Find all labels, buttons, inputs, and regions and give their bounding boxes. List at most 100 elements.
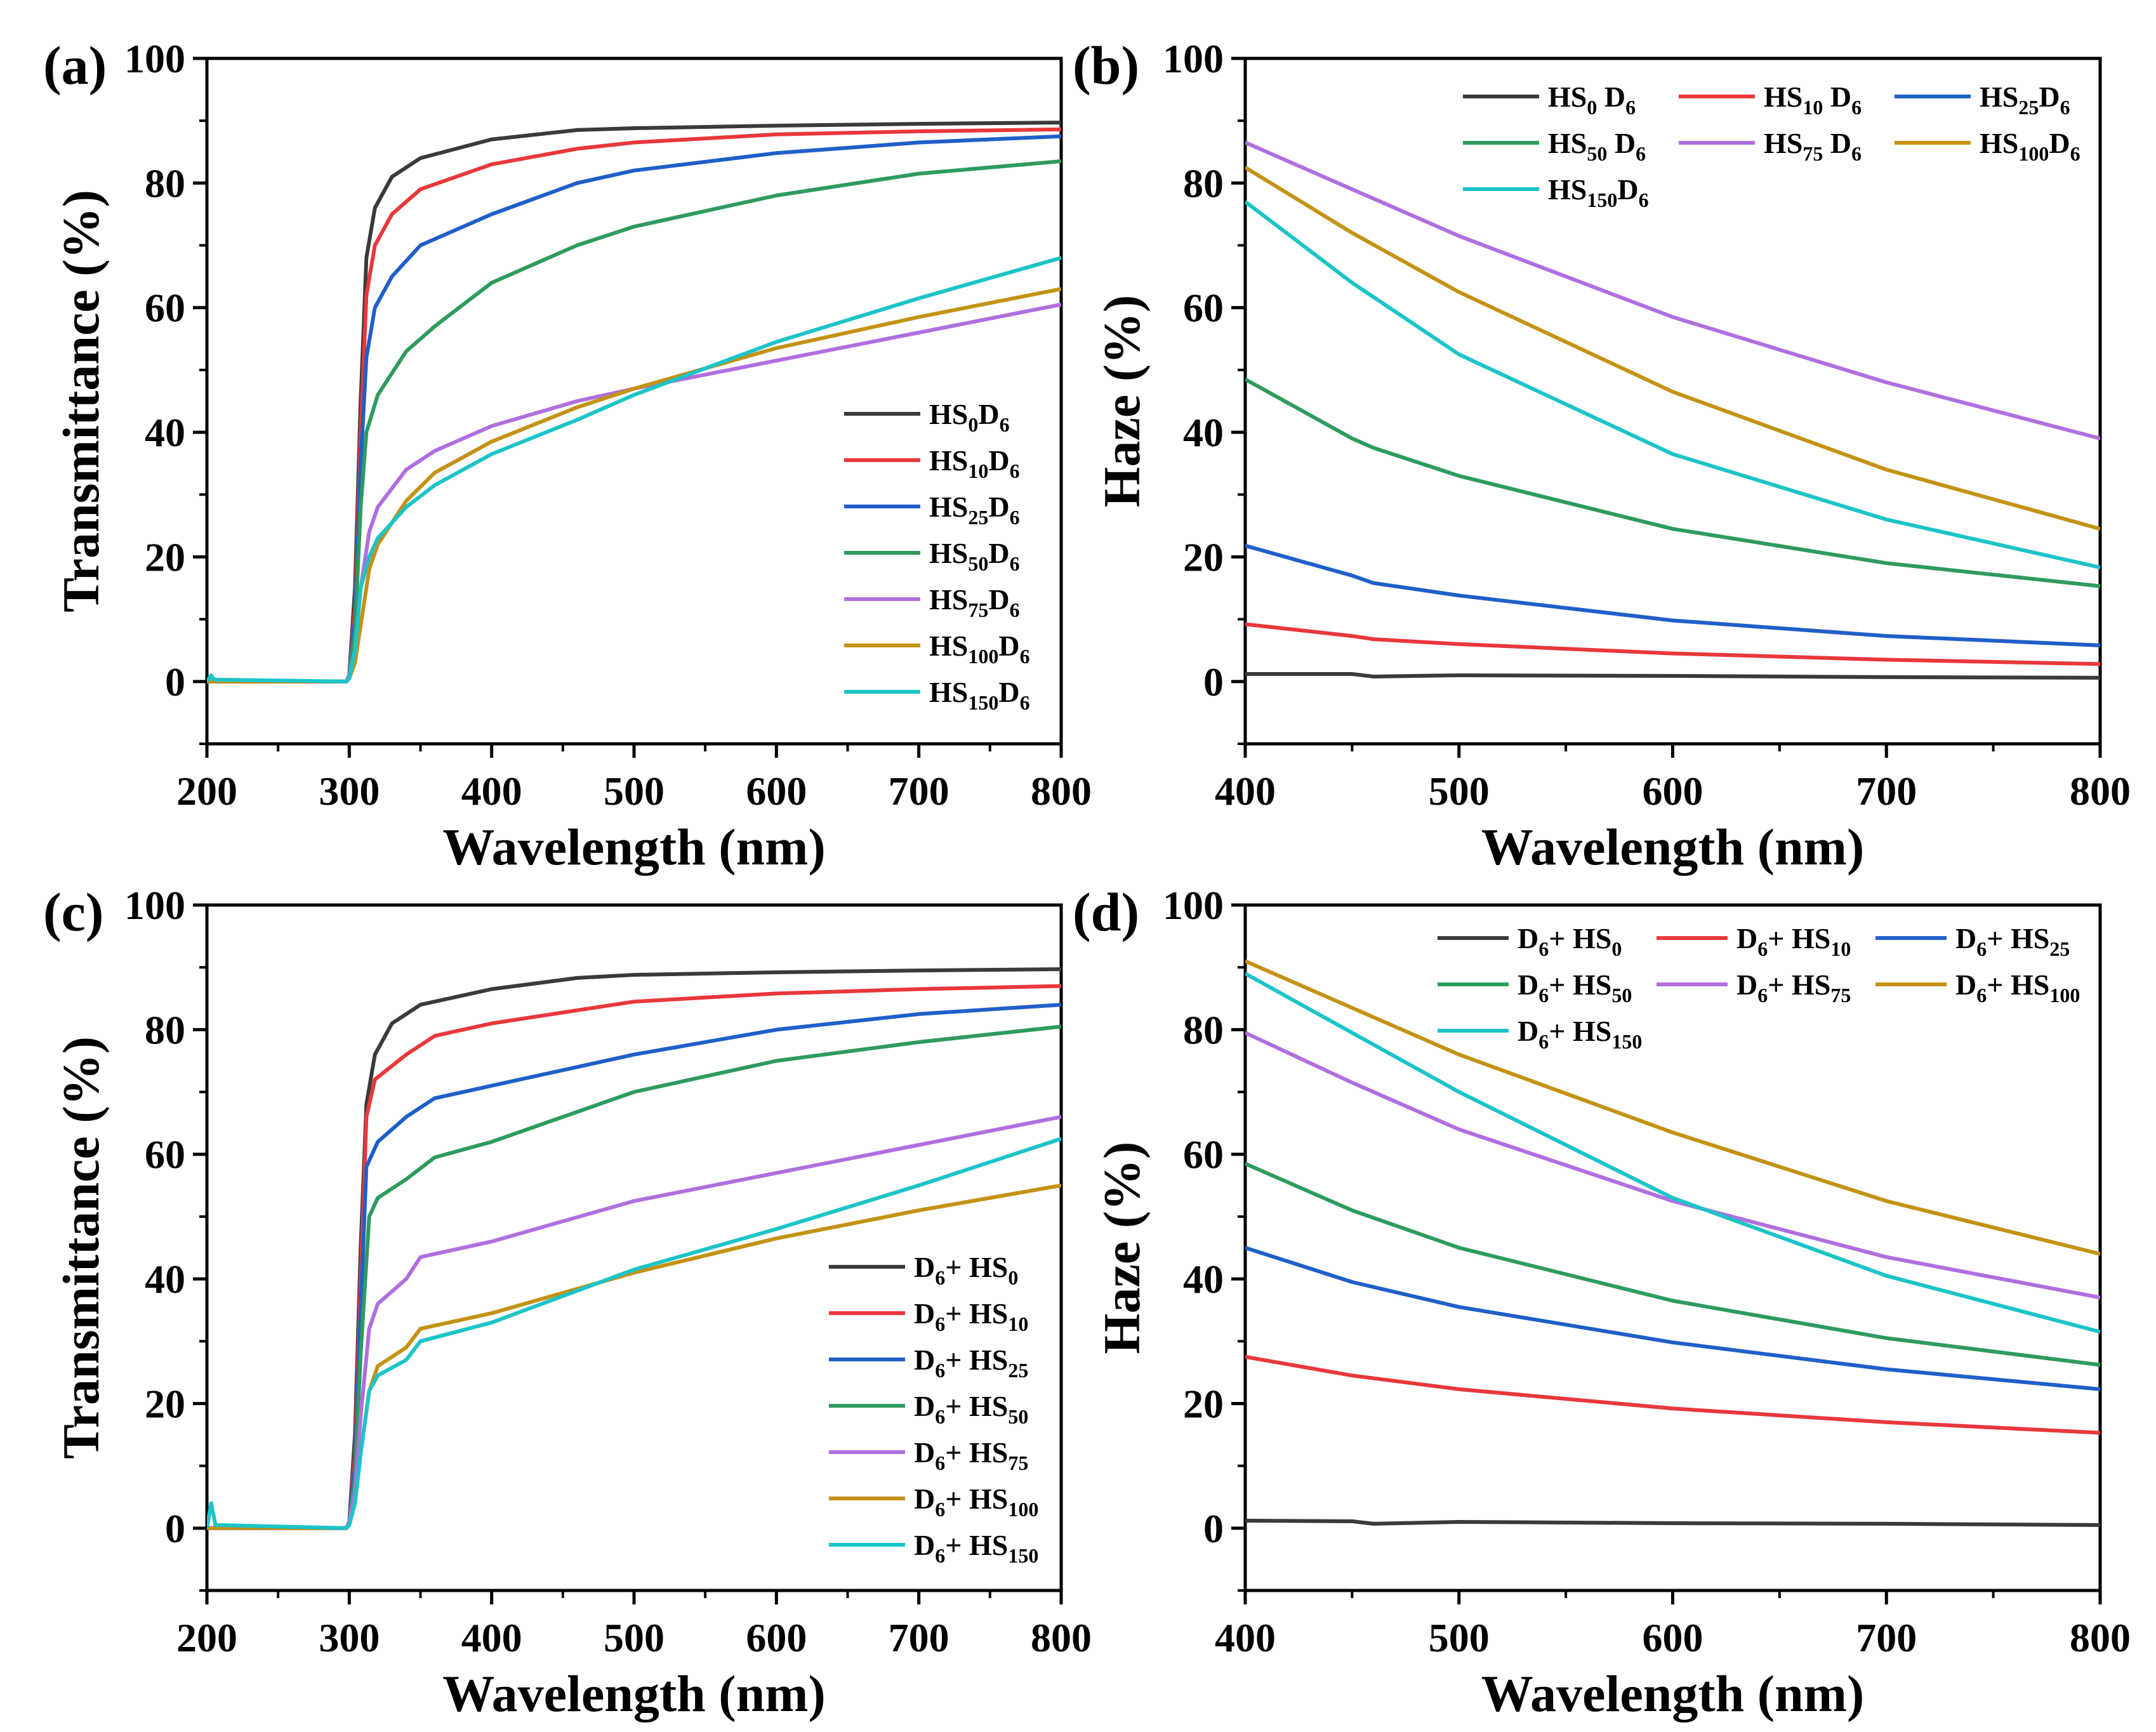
- series-line: [1245, 1246, 2100, 1391]
- x-tick-label: 700: [1856, 1615, 1917, 1660]
- y-tick-label: 100: [124, 883, 185, 928]
- panel-label: (b): [1073, 35, 1139, 96]
- legend-entry: HS25D6: [929, 491, 1020, 529]
- legend-entry: D6+ HS25: [1955, 922, 2070, 960]
- legend-entry: HS10 D6: [1764, 81, 1862, 119]
- y-axis-title: Haze (%): [1093, 295, 1151, 508]
- series-line: [1245, 1161, 2100, 1367]
- legend-entry: D6+ HS10: [914, 1297, 1028, 1335]
- x-tick-label: 300: [319, 1615, 380, 1660]
- legend-entry: HS75 D6: [1764, 127, 1862, 165]
- y-tick-label: 80: [1183, 161, 1224, 206]
- series-line: [1245, 972, 2100, 1334]
- x-tick-label: 700: [889, 769, 949, 814]
- x-tick-label: 800: [2070, 769, 2131, 814]
- legend-entry: D6+ HS25: [914, 1344, 1028, 1382]
- legend-entry: HS150D6: [1548, 173, 1649, 211]
- legend-entry: D6+ HS50: [1518, 968, 1632, 1007]
- y-tick-label: 60: [145, 1132, 185, 1177]
- x-tick-label: 500: [604, 1615, 665, 1660]
- legend-entry: D6+ HS150: [914, 1529, 1038, 1567]
- series-line: [1245, 377, 2100, 588]
- y-tick-label: 0: [1203, 659, 1224, 704]
- y-tick-label: 20: [1183, 534, 1224, 579]
- x-tick-label: 500: [1429, 769, 1490, 814]
- x-tick-label: 600: [1643, 769, 1703, 814]
- y-tick-label: 20: [145, 1381, 185, 1426]
- y-tick-label: 100: [1163, 36, 1224, 81]
- y-tick-label: 60: [1183, 1132, 1224, 1177]
- y-axis-title: Transmittance (%): [52, 190, 110, 612]
- y-tick-label: 40: [1183, 410, 1224, 455]
- x-tick-label: 700: [1856, 769, 1917, 814]
- panel-label: (d): [1073, 882, 1139, 942]
- x-tick-label: 400: [461, 769, 522, 814]
- series-line: [1245, 672, 2100, 680]
- y-tick-label: 100: [124, 36, 185, 81]
- series-line: [1245, 543, 2100, 647]
- x-axis-title: Wavelength (nm): [1481, 818, 1865, 876]
- x-tick-label: 800: [1031, 769, 1092, 814]
- series-line: [1245, 1031, 2100, 1300]
- legend-entry: D6+ HS0: [914, 1251, 1018, 1289]
- series-line: [1245, 1354, 2100, 1435]
- legend-entry: HS10D6: [929, 444, 1020, 482]
- x-tick-label: 600: [746, 769, 807, 814]
- legend-entry: D6+ HS10: [1736, 922, 1851, 960]
- legend-entry: HS100D6: [929, 630, 1030, 668]
- x-tick-label: 500: [604, 769, 665, 814]
- panel-c-chart: 200 300 400 500 600 700 800 0 20 40 60 80 100 Wavelen…: [43, 882, 1092, 1722]
- x-tick-label: 600: [1643, 1615, 1703, 1660]
- y-axis-title: Transmittance (%): [52, 1036, 110, 1459]
- panel-d-chart: 400 500 600 700 800 0 20 40 60 80 100 Wavelength (n…: [1073, 882, 2131, 1722]
- series-line: [1245, 959, 2100, 1256]
- x-tick-label: 700: [889, 1615, 949, 1660]
- legend-entry: HS25D6: [1980, 81, 2070, 119]
- y-tick-label: 20: [145, 534, 185, 579]
- x-tick-label: 200: [176, 1615, 237, 1660]
- panel-label: (a): [43, 35, 107, 96]
- panel-b-chart: 400 500 600 700 800 0 20 40 60 80 100 Wavelength (n…: [1073, 35, 2131, 876]
- series-line: [1245, 166, 2100, 531]
- x-tick-label: 800: [2070, 1615, 2131, 1660]
- series-line: [1245, 140, 2100, 440]
- y-tick-label: 40: [1183, 1257, 1224, 1302]
- y-tick-label: 80: [145, 1007, 185, 1052]
- legend-entry: D6+ HS50: [914, 1390, 1028, 1428]
- x-tick-label: 400: [461, 1615, 522, 1660]
- legend-entry: HS150D6: [929, 676, 1030, 714]
- x-tick-label: 300: [319, 769, 380, 814]
- y-tick-label: 40: [145, 410, 185, 455]
- y-tick-label: 60: [145, 286, 185, 331]
- legend-entry: D6+ HS100: [914, 1483, 1038, 1521]
- legend-entry: D6+ HS75: [914, 1436, 1028, 1474]
- y-axis-title: Haze (%): [1093, 1142, 1151, 1354]
- series-line: [1245, 200, 2100, 570]
- x-tick-label: 200: [176, 769, 237, 814]
- x-tick-label: 600: [746, 1615, 807, 1660]
- y-tick-label: 60: [1183, 286, 1224, 331]
- x-axis-title: Wavelength (nm): [442, 818, 826, 876]
- x-tick-label: 500: [1429, 1615, 1490, 1660]
- x-tick-label: 800: [1031, 1615, 1092, 1660]
- y-tick-label: 0: [1203, 1506, 1224, 1551]
- y-tick-label: 100: [1163, 883, 1224, 928]
- series-line: [207, 256, 1061, 684]
- y-tick-label: 0: [165, 659, 185, 704]
- legend-entry: HS0 D6: [1548, 81, 1636, 119]
- y-tick-label: 80: [145, 161, 185, 206]
- legend-entry: HS100D6: [1980, 127, 2080, 165]
- y-tick-label: 0: [165, 1506, 185, 1551]
- legend-entry: D6+ HS100: [1955, 968, 2080, 1007]
- x-tick-label: 400: [1215, 769, 1276, 814]
- x-tick-label: 400: [1215, 1615, 1276, 1660]
- legend-entry: D6+ HS0: [1518, 922, 1622, 960]
- y-tick-label: 80: [1183, 1007, 1224, 1052]
- y-tick-label: 20: [1183, 1381, 1224, 1426]
- legend-entry: HS50D6: [929, 537, 1020, 575]
- legend-entry: HS0D6: [929, 398, 1010, 436]
- panel-label: (c): [43, 882, 103, 942]
- series-line: [1245, 622, 2100, 666]
- x-axis-title: Wavelength (nm): [1481, 1665, 1865, 1722]
